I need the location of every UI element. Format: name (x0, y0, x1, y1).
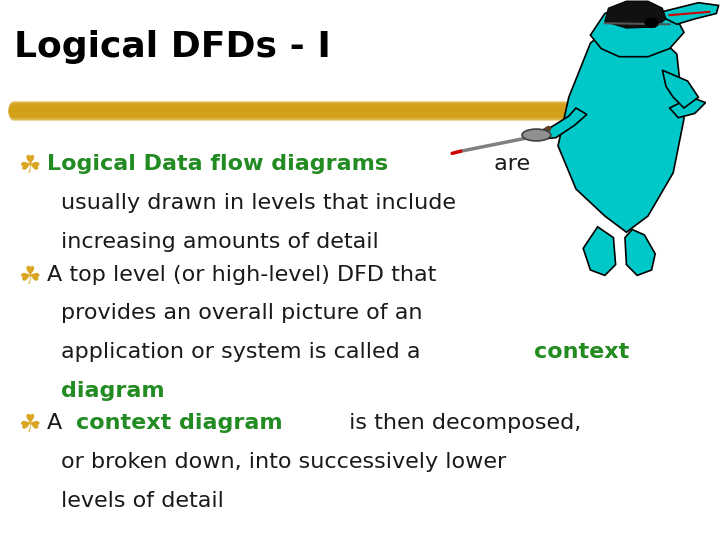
Text: ☘: ☘ (18, 265, 40, 288)
Circle shape (644, 17, 659, 28)
Text: usually drawn in levels that include: usually drawn in levels that include (61, 193, 456, 213)
Text: diagram: diagram (61, 381, 165, 401)
Polygon shape (670, 97, 706, 118)
Polygon shape (662, 70, 698, 108)
Polygon shape (533, 108, 587, 139)
Text: are: are (487, 154, 530, 174)
Text: ☘: ☘ (18, 413, 40, 437)
Text: application or system is called a: application or system is called a (61, 342, 428, 362)
Text: context: context (534, 342, 629, 362)
Text: provides an overall picture of an: provides an overall picture of an (61, 303, 423, 323)
Ellipse shape (522, 129, 551, 141)
Polygon shape (655, 3, 719, 24)
Text: levels of detail: levels of detail (61, 491, 224, 511)
Polygon shape (605, 1, 666, 28)
Text: Logical DFDs - I: Logical DFDs - I (14, 30, 331, 64)
Text: increasing amounts of detail: increasing amounts of detail (61, 232, 379, 252)
Polygon shape (590, 5, 684, 57)
Text: or broken down, into successively lower: or broken down, into successively lower (61, 452, 506, 472)
Text: ☘: ☘ (18, 154, 40, 178)
Polygon shape (625, 230, 655, 275)
Text: Logical Data flow diagrams: Logical Data flow diagrams (47, 154, 388, 174)
Polygon shape (583, 227, 616, 275)
Polygon shape (558, 22, 684, 232)
Text: A: A (47, 413, 69, 433)
Text: A top level (or high-level) DFD that: A top level (or high-level) DFD that (47, 265, 436, 285)
Text: context diagram: context diagram (76, 413, 282, 433)
Text: is then decomposed,: is then decomposed, (342, 413, 582, 433)
